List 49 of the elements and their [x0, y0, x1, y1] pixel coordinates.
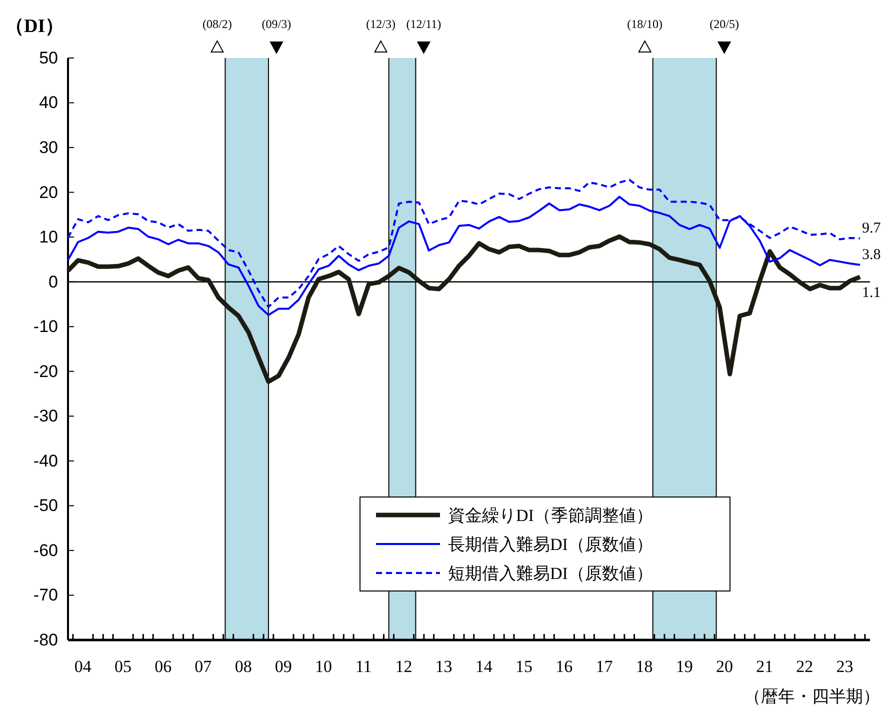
x-tick-label: 06 [154, 657, 172, 676]
x-tick-label: 09 [274, 657, 292, 676]
x-tick-label: 11 [355, 657, 372, 676]
x-tick-label: 13 [435, 657, 452, 676]
x-tick-label: 07 [194, 657, 212, 676]
x-tick-label: 05 [114, 657, 132, 676]
x-tick-label: 04 [74, 657, 92, 676]
y-tick-label: -30 [33, 406, 58, 426]
ref-line-label: (08/2) [202, 17, 232, 31]
x-tick-label: 21 [756, 657, 774, 676]
legend-label: 長期借入難易DI（原数値） [448, 535, 653, 554]
y-tick-label: -20 [33, 362, 58, 381]
x-tick-label: 10 [314, 657, 332, 676]
x-tick-label: 20 [716, 657, 734, 676]
x-tick-label: 12 [395, 657, 412, 676]
y-tick-label: 50 [39, 48, 58, 68]
y-axis-title: （DI） [5, 16, 64, 37]
ref-line-label: (20/5) [710, 17, 739, 31]
x-axis-title: （暦年・四半期） [744, 687, 880, 706]
ref-line-label: (12/3) [366, 17, 396, 31]
line-series [66, 234, 862, 384]
x-tick-label: 23 [836, 657, 854, 676]
ref-line-label: (18/10) [627, 17, 663, 31]
x-tick-label: 14 [475, 657, 493, 676]
annotation: 9.7 [862, 220, 882, 236]
y-tick-label: -40 [33, 451, 58, 470]
x-tick-label: 15 [515, 657, 532, 676]
y-tick-label: 0 [48, 272, 58, 292]
x-tick-label: 18 [636, 657, 653, 676]
y-tick-label: 10 [39, 228, 58, 247]
ref-line-label: (09/3) [262, 17, 292, 31]
y-tick-label: 20 [39, 182, 58, 202]
legend-label: 資金繰りDI（季節調整値） [448, 506, 653, 525]
annotation: 3.8 [862, 246, 881, 263]
x-tick-label: 08 [234, 657, 252, 676]
y-tick-label: -70 [33, 586, 58, 605]
x-tick-label: 22 [796, 657, 814, 676]
x-tick-label: 17 [596, 657, 614, 676]
y-tick-label: -60 [33, 540, 58, 560]
y-tick-label: 30 [39, 138, 58, 157]
y-tick-label: -50 [33, 496, 58, 516]
x-tick-label: 19 [676, 657, 693, 676]
ref-line-label: (12/11) [406, 17, 442, 31]
legend-label: 短期借入難易DI（原数値） [448, 564, 653, 583]
x-tick-label: 16 [556, 657, 573, 676]
y-tick-label: 40 [39, 93, 58, 112]
y-tick-label: -80 [33, 630, 58, 650]
annotation: 1.1 [862, 284, 881, 301]
y-tick-label: -10 [33, 317, 58, 336]
